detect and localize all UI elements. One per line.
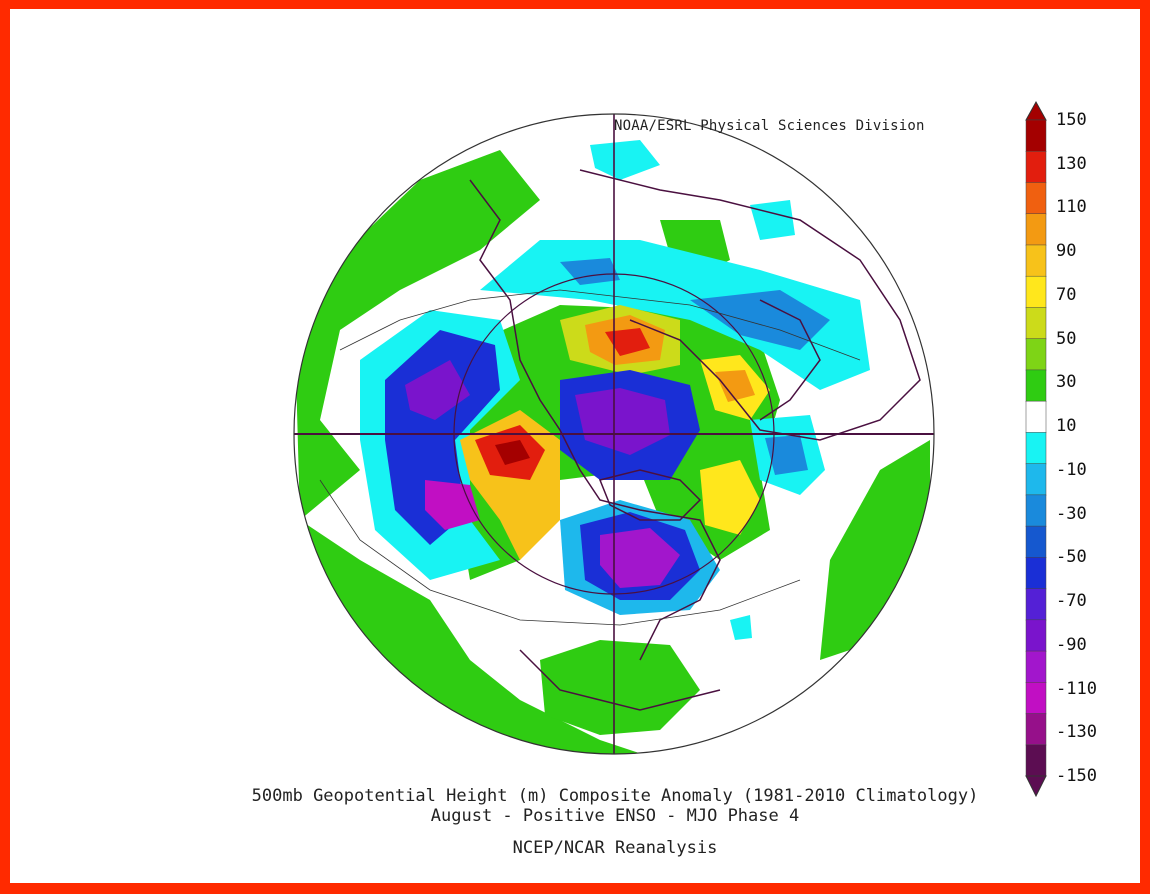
colorbar-swatch [1025,650,1047,684]
colorbar-swatch [1025,400,1047,434]
colorbar-swatch [1025,682,1047,715]
colorbar-label: -130 [1056,722,1097,743]
positive-high-north-core [605,328,650,356]
positive-region-south2 [540,640,700,735]
map-disk-border [293,113,935,755]
positive-region-east [820,440,930,660]
colorbar-label: -70 [1056,591,1087,612]
colorbar-arrow-bottom [1025,775,1047,798]
colorbar-swatch [1025,307,1047,340]
negative-trough-southwest-core [425,480,480,530]
colorbar-swatch [1025,494,1047,527]
positive-high-southeast [700,460,760,535]
colorbar-swatch [1025,525,1047,559]
coastline-asia-east [759,299,821,421]
contour-line [339,289,861,361]
colorbar-swatch [1025,432,1047,465]
positive-high-east-core [715,370,755,402]
colorbar-swatch [1025,744,1047,777]
colorbar-swatch [1025,557,1047,590]
colorbar-label: 150 [1056,110,1087,130]
colorbar-swatch [1025,150,1047,184]
colorbar-label: 50 [1056,328,1077,349]
credit-text: NOAA/ESRL Physical Sciences Division [614,118,925,134]
colorbar-swatch [1025,119,1047,152]
negative-low-south-core [600,528,680,588]
colorbar-label: -110 [1056,678,1097,699]
negative-belt-northeast-core [690,290,830,350]
colorbar-swatch [1025,213,1047,246]
title-line-2: August - Positive ENSO - MJO Phase 4 [430,806,800,826]
colorbar-label: 90 [1056,241,1077,262]
negative-east-core [765,435,808,475]
colorbar-label: -150 [1056,766,1097,786]
colorbar-label: 10 [1056,416,1077,437]
colorbar-label: -30 [1056,503,1087,524]
colorbar-label: -90 [1056,634,1087,655]
colorbar-arrow-top [1025,100,1047,121]
colorbar-swatch [1025,182,1047,215]
colorbar-label: -50 [1056,547,1087,568]
anomaly-field [294,114,934,754]
colorbar-label: 70 [1056,284,1077,305]
negative-small-southeast [730,615,752,640]
coastline-south [519,649,721,711]
colorbar-label: 130 [1056,153,1087,174]
source-text: NCEP/NCAR Reanalysis [512,838,718,858]
colorbar-swatch [1025,244,1047,277]
contour-line [319,479,801,626]
positive-region-south [300,520,660,754]
colorbar [1025,100,1047,798]
colorbar-label: -10 [1056,459,1087,480]
colorbar-swatch [1025,369,1047,402]
colorbar-label: 110 [1056,197,1087,218]
latitude-circle [453,273,775,595]
colorbar-swatch [1025,713,1047,746]
negative-pole-core [575,388,670,455]
coastline-eurasia [579,169,921,441]
negative-trough-west-core [405,360,470,420]
title-line-1: 500mb Geopotential Height (m) Composite … [251,786,979,806]
colorbar-swatch [1025,588,1047,621]
positive-ridge-west-peak [495,440,530,465]
colorbar-swatch [1025,338,1047,371]
colorbar-swatch [1025,463,1047,496]
colorbar-label: 30 [1056,372,1077,393]
coastline-greenland [598,469,702,521]
colorbar-swatch [1025,619,1047,652]
coastline-north-america [469,179,721,661]
negative-small-north [590,140,660,180]
colorbar-swatch [1025,275,1047,309]
